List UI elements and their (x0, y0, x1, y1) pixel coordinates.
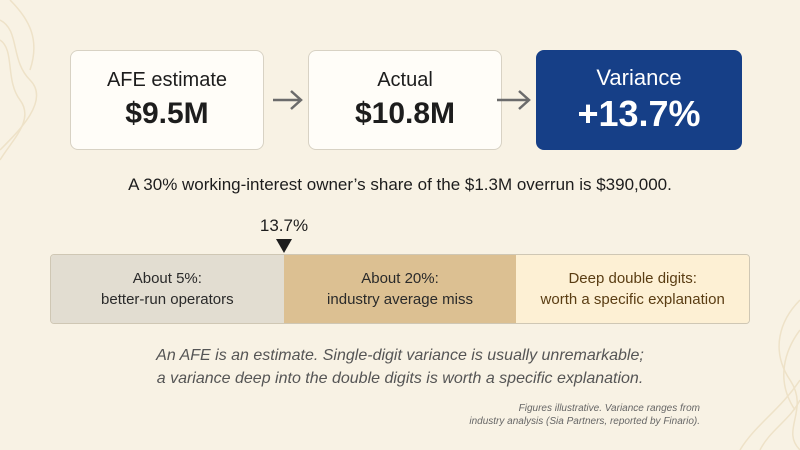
segment-heading: About 20%: (361, 270, 439, 287)
afe-estimate-value: $9.5M (125, 97, 209, 130)
scale-segment-deep-double-digits: Deep double digits: worth a specific exp… (516, 255, 749, 323)
scale-segment-industry-average: About 20%: industry average miss (283, 255, 517, 323)
marker-down-arrow-icon (276, 239, 292, 253)
variance-card: Variance +13.7% (536, 50, 742, 150)
note-line: An AFE is an estimate. Single-digit vari… (156, 347, 644, 364)
segment-description: industry average miss (327, 291, 473, 308)
overrun-summary: A 30% working-interest owner’s share of … (128, 175, 672, 194)
actual-card: Actual $10.8M (308, 50, 502, 150)
segment-description: better-run operators (101, 291, 234, 308)
variance-value: +13.7% (577, 93, 701, 134)
segment-description: worth a specific explanation (540, 291, 725, 308)
afe-estimate-label: AFE estimate (106, 69, 228, 91)
segment-heading: About 5%: (132, 270, 202, 287)
source-line: industry analysis (Sia Partners, reporte… (469, 416, 700, 427)
variance-scale-bar: About 5%: better-run operators About 20%… (50, 254, 750, 324)
afe-estimate-card: AFE estimate $9.5M (70, 50, 264, 150)
variance-marker-label: 13.7% (259, 216, 309, 235)
source-footnote: Figures illustrative. Variance ranges fr… (469, 402, 700, 428)
scale-segment-better-run: About 5%: better-run operators (51, 255, 284, 323)
actual-value: $10.8M (354, 97, 456, 130)
note-line: a variance deep into the double digits i… (156, 370, 644, 387)
variance-label: Variance (596, 65, 682, 90)
source-line: Figures illustrative. Variance ranges fr… (518, 403, 700, 414)
explanatory-note: An AFE is an estimate. Single-digit vari… (0, 344, 800, 390)
segment-heading: Deep double digits: (568, 270, 697, 287)
arrow-right-icon (273, 90, 303, 110)
actual-label: Actual (377, 69, 433, 91)
arrow-right-icon (497, 90, 531, 110)
